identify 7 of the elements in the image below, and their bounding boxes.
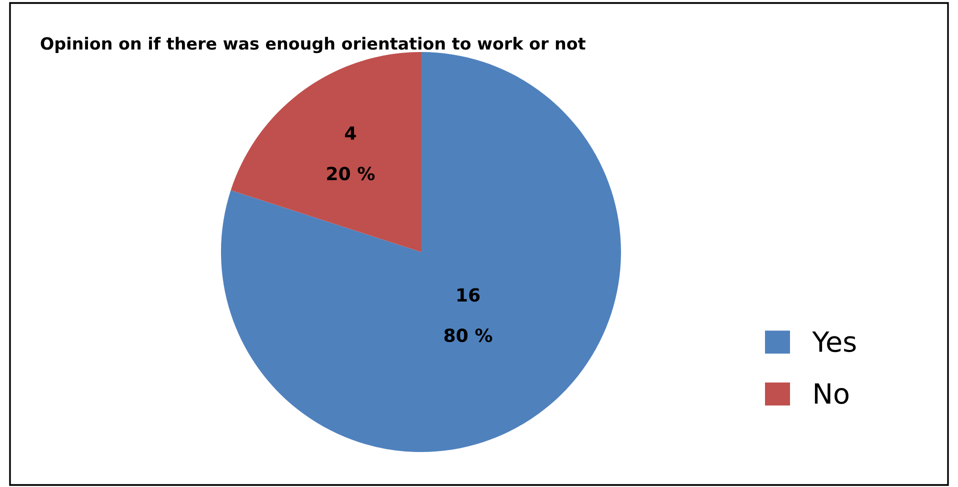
legend-label: No [814,383,848,404]
pie-slice [221,52,621,452]
text: 4 20 % [327,126,375,180]
text: 16 80 % [444,288,492,342]
pie-slice [230,52,421,252]
chart-title: Opinion on if there was enough orientation to work or not [40,36,586,54]
legend-label: Yes [812,331,856,352]
